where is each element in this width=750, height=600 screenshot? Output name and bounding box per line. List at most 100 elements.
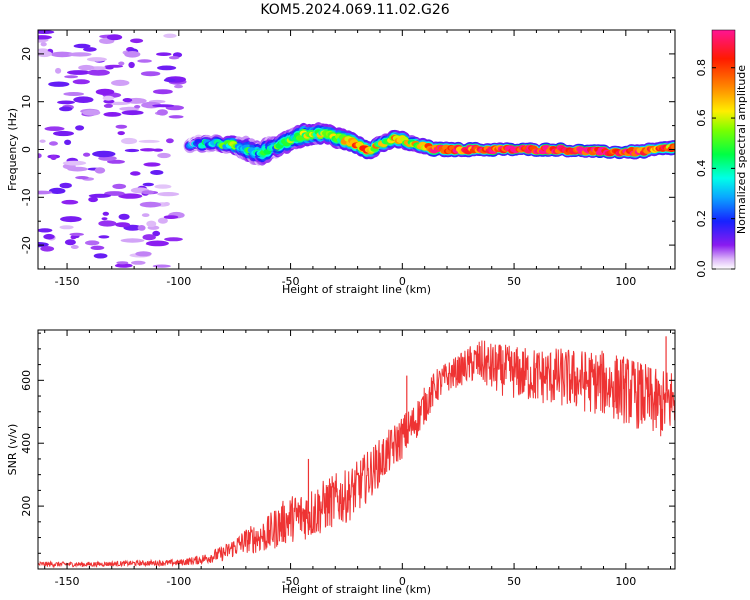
- noise-blob: [121, 137, 138, 145]
- noise-blob: [152, 230, 161, 237]
- noise-blob: [122, 98, 133, 103]
- noise-blob: [38, 228, 53, 233]
- noise-blob: [48, 81, 70, 87]
- noise-blob: [98, 220, 117, 227]
- noise-blob: [134, 105, 141, 109]
- noise-blob: [38, 50, 52, 58]
- snr-plot-area: [38, 336, 675, 569]
- noise-blob: [39, 139, 46, 143]
- colorbar-tick-label: 0.0: [695, 260, 708, 278]
- figure-title: KOM5.2024.069.11.02.G26: [260, 2, 449, 18]
- noise-blob: [168, 115, 184, 119]
- noise-blob: [156, 52, 172, 56]
- noise-blob: [103, 112, 122, 117]
- snr-series-line: [38, 340, 675, 569]
- noise-blob: [73, 96, 94, 103]
- noise-blob: [117, 131, 125, 136]
- noise-blob: [118, 61, 125, 66]
- noise-blob: [128, 61, 135, 69]
- noise-blob: [168, 56, 180, 60]
- noise-blob: [55, 67, 62, 74]
- snr-x-tick-label: -150: [55, 575, 80, 588]
- noise-blob: [106, 34, 123, 41]
- noise-blob: [101, 217, 108, 221]
- noise-blob: [95, 88, 115, 96]
- noise-blob: [156, 109, 168, 116]
- noise-blob: [111, 79, 130, 86]
- noise-blob: [38, 190, 53, 195]
- colorbar-tick-label: 0.8: [695, 59, 708, 77]
- noise-blob: [83, 152, 91, 157]
- noise-blob: [40, 246, 55, 252]
- spectrogram-y-tick-label: -10: [20, 188, 33, 206]
- noise-blob: [38, 35, 52, 40]
- noise-blob: [70, 245, 79, 249]
- noise-blob: [124, 148, 140, 153]
- noise-blob: [163, 215, 179, 220]
- snr-x-tick-label: -50: [282, 575, 300, 588]
- noise-blob: [115, 222, 130, 228]
- noise-blob: [135, 251, 152, 257]
- noise-blob: [50, 154, 57, 160]
- spectrogram-y-axis-label: Frequency (Hz): [6, 108, 19, 191]
- noise-blob: [44, 126, 65, 131]
- noise-blob: [152, 264, 171, 268]
- noise-blob: [143, 162, 161, 167]
- noise-blob: [38, 48, 49, 52]
- snr-y-tick-label: 600: [20, 370, 33, 391]
- noise-blob: [88, 193, 112, 198]
- noise-blob: [131, 260, 146, 265]
- noise-blob: [90, 245, 105, 250]
- noise-blob: [141, 190, 155, 195]
- noise-blob: [83, 47, 97, 52]
- noise-blob: [157, 192, 180, 197]
- colorbar-tick-label: 0.4: [695, 160, 708, 178]
- noise-blob: [73, 43, 91, 49]
- snr-x-tick-label: 0: [399, 575, 406, 588]
- noise-blob: [78, 64, 95, 71]
- noise-blob: [60, 216, 82, 223]
- spectrogram-y-tick-label: 10: [20, 95, 33, 109]
- spectrogram-x-tick-label: -150: [55, 275, 80, 288]
- noise-blob: [64, 139, 72, 145]
- noise-blob: [38, 30, 55, 34]
- noise-blob: [137, 225, 146, 231]
- spectrogram-x-tick-label: -100: [166, 275, 191, 288]
- noise-blob: [164, 237, 183, 242]
- colorbar: 0.0 0.2 0.4 0.6 0.8 Normalized spectral ampl…: [695, 29, 748, 278]
- noise-blob: [118, 193, 143, 199]
- noise-blob: [68, 52, 92, 57]
- noise-blob: [166, 138, 174, 144]
- colorbar-frame: [711, 29, 736, 270]
- noise-blob: [139, 148, 157, 152]
- spectrogram-y-tick-label: 20: [20, 47, 33, 61]
- noise-blob: [130, 171, 141, 176]
- ridge-cell: [671, 144, 675, 150]
- noise-blob: [59, 225, 74, 230]
- colorbar-label: Normalized spectral amplitude: [735, 65, 748, 234]
- noise-blob: [94, 167, 106, 174]
- noise-blob: [88, 196, 98, 203]
- noise-blob: [63, 92, 85, 96]
- noise-blob: [48, 187, 66, 194]
- noise-blob: [87, 69, 110, 76]
- noise-blob: [112, 183, 127, 189]
- spectrogram-y-tick-label: -20: [20, 236, 33, 254]
- noise-blob: [102, 211, 110, 216]
- noise-blob: [61, 199, 79, 205]
- noise-blob: [138, 139, 160, 143]
- noise-blob: [64, 75, 78, 79]
- noise-blob: [157, 217, 168, 224]
- snr-axes: -150 -100 -50 0 50 100 200 400 600: [20, 330, 675, 588]
- spectrogram-x-axis-label: Height of straight line (km): [282, 283, 431, 296]
- snr-x-tick-label: 50: [507, 575, 521, 588]
- noise-blob: [82, 109, 101, 116]
- spectrogram-x-tick-label: 50: [507, 275, 521, 288]
- noise-blob: [53, 130, 74, 137]
- noise-blob: [163, 78, 176, 83]
- noise-blob: [115, 124, 128, 129]
- noise-blob: [38, 153, 42, 159]
- snr-x-tick-label: -100: [166, 575, 191, 588]
